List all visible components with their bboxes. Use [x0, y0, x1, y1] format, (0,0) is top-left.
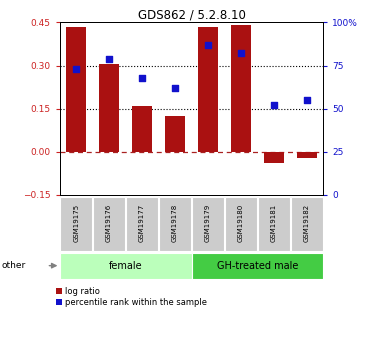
Text: GSM19175: GSM19175: [73, 204, 79, 242]
Bar: [258, 197, 290, 251]
Point: [271, 102, 277, 108]
Bar: [99, 64, 119, 152]
Bar: [132, 106, 152, 152]
Point: [106, 56, 112, 61]
Point: [139, 75, 145, 80]
Bar: [297, 152, 317, 158]
Bar: [264, 152, 284, 163]
Point: [172, 85, 178, 91]
Text: other: other: [2, 261, 26, 270]
Legend: log ratio, percentile rank within the sample: log ratio, percentile rank within the sa…: [56, 287, 207, 307]
Text: GSM19180: GSM19180: [238, 204, 244, 242]
Text: GSM19182: GSM19182: [304, 204, 310, 242]
Text: GSM19177: GSM19177: [139, 204, 145, 242]
Bar: [225, 197, 257, 251]
Bar: [191, 253, 323, 279]
Bar: [231, 25, 251, 152]
Text: GSM19176: GSM19176: [106, 204, 112, 242]
Bar: [93, 197, 125, 251]
Text: GH-treated male: GH-treated male: [217, 261, 298, 270]
Bar: [66, 27, 86, 152]
Bar: [126, 197, 158, 251]
Bar: [60, 197, 92, 251]
Text: GSM19181: GSM19181: [271, 204, 277, 242]
Point: [73, 66, 79, 72]
Point: [304, 97, 310, 103]
Bar: [165, 116, 185, 152]
Title: GDS862 / 5.2.8.10: GDS862 / 5.2.8.10: [137, 8, 246, 21]
Bar: [198, 27, 218, 152]
Bar: [60, 253, 191, 279]
Text: GSM19179: GSM19179: [205, 204, 211, 242]
Bar: [192, 197, 224, 251]
Point: [238, 51, 244, 56]
Text: GSM19178: GSM19178: [172, 204, 178, 242]
Bar: [291, 197, 323, 251]
Text: female: female: [109, 261, 142, 270]
Point: [205, 42, 211, 48]
Bar: [159, 197, 191, 251]
